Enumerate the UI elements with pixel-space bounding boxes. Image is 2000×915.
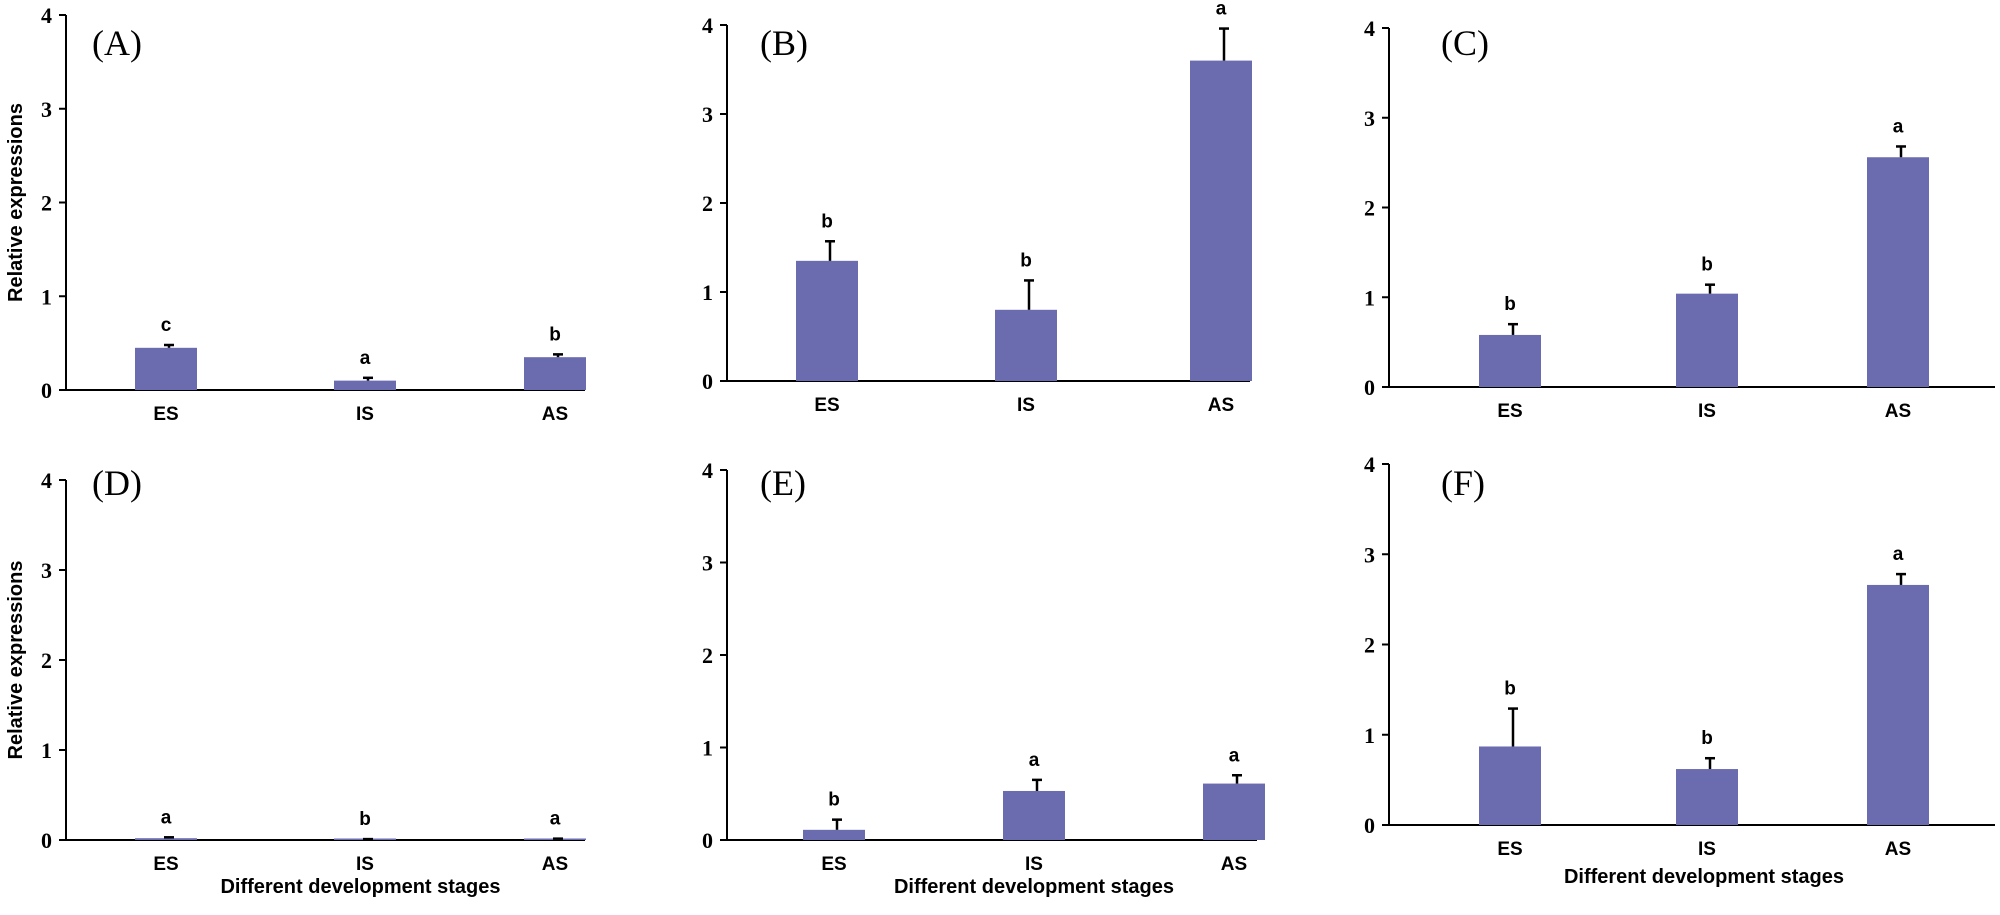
panel-c-bar-es bbox=[1479, 334, 1541, 387]
panel-d-bar-es bbox=[135, 838, 197, 840]
panel-f-y-tick-label: 3 bbox=[1364, 542, 1375, 567]
panel-b-bar-is bbox=[995, 309, 1057, 381]
panel-d-y-tick-label: 3 bbox=[41, 558, 52, 583]
panel-a-x-tick-label-es: ES bbox=[153, 404, 178, 425]
panel-b-y-tick-label: 1 bbox=[702, 280, 713, 305]
panel-e-y-tick-label: 0 bbox=[702, 828, 713, 853]
panel-b-y-tick-label: 2 bbox=[702, 191, 713, 216]
panel-b-x-tick-label-is: IS bbox=[1017, 395, 1035, 416]
panel-b-significance-es: b bbox=[821, 211, 833, 232]
panel-a-x-tick-label-is: IS bbox=[356, 404, 374, 425]
panel-d-significance-es: a bbox=[161, 807, 172, 828]
panel-e-title: (E) bbox=[760, 463, 806, 503]
panel-d-significance-as: a bbox=[550, 809, 561, 830]
panel-e-x-tick-label-as: AS bbox=[1221, 854, 1247, 875]
panel-b-y-tick-label: 3 bbox=[702, 102, 713, 127]
panel-d-significance-is: b bbox=[359, 809, 371, 830]
panel-a-x-tick-label-as: AS bbox=[542, 404, 568, 425]
panel-c-x-tick-label-is: IS bbox=[1698, 401, 1716, 422]
panel-e-significance-is: a bbox=[1029, 750, 1040, 771]
panel-c-bar-as bbox=[1867, 157, 1929, 387]
panel-e-y-tick-label: 4 bbox=[702, 458, 713, 483]
panel-c-y-tick-label: 2 bbox=[1364, 196, 1375, 221]
panel-a-y-tick-label: 0 bbox=[41, 378, 52, 403]
panel-a-y-tick-label: 1 bbox=[41, 284, 52, 309]
panel-d-y-tick-label: 2 bbox=[41, 648, 52, 673]
panel-a-bar-is bbox=[334, 380, 396, 390]
panel-e-y-tick-label: 3 bbox=[702, 551, 713, 576]
panel-e-significance-es: b bbox=[828, 790, 840, 811]
panel-f-bar-is bbox=[1676, 769, 1738, 825]
panel-c-significance-as: a bbox=[1893, 116, 1904, 137]
panel-f-y-tick-label: 4 bbox=[1364, 452, 1375, 477]
panel-c-bar-is bbox=[1676, 293, 1738, 387]
panel-a-y-axis-title: Relative expressions bbox=[5, 103, 27, 302]
panel-c-y-tick-label: 3 bbox=[1364, 106, 1375, 131]
panel-d-x-tick-label-es: ES bbox=[153, 854, 178, 875]
panel-b-bar-es bbox=[796, 260, 858, 381]
panel-d-title: (D) bbox=[92, 463, 142, 503]
panel-d-x-axis-title: Different development stages bbox=[220, 876, 500, 898]
panel-b-y-tick-label: 0 bbox=[702, 369, 713, 394]
panel-f-title: (F) bbox=[1441, 463, 1485, 503]
panel-a-y-tick-label: 2 bbox=[41, 191, 52, 216]
panel-a-y-tick-label: 4 bbox=[41, 3, 52, 28]
panel-d-x-tick-label-as: AS bbox=[542, 854, 568, 875]
panel-c-title: (C) bbox=[1441, 23, 1489, 63]
panel-f-y-tick-label: 0 bbox=[1364, 813, 1375, 838]
panel-f-x-tick-label-es: ES bbox=[1497, 839, 1522, 860]
panel-b-significance-as: a bbox=[1216, 0, 1227, 20]
panel-c-significance-es: b bbox=[1504, 294, 1516, 315]
panel-d-y-tick-label: 1 bbox=[41, 738, 52, 763]
panel-c-y-tick-label: 0 bbox=[1364, 375, 1375, 400]
panel-a-title: (A) bbox=[92, 23, 142, 63]
panel-f-significance-is: b bbox=[1701, 728, 1713, 749]
panel-f-x-tick-label-is: IS bbox=[1698, 839, 1716, 860]
panel-e-y-tick-label: 1 bbox=[702, 736, 713, 761]
panel-a-significance-as: b bbox=[549, 324, 561, 345]
panel-f-x-axis-title: Different development stages bbox=[1564, 866, 1844, 888]
panel-b-bar-as bbox=[1190, 60, 1252, 381]
panel-a-bar-as bbox=[524, 357, 586, 390]
panel-d-y-axis-title: Relative expressions bbox=[5, 561, 27, 760]
panel-c-x-tick-label-es: ES bbox=[1497, 401, 1522, 422]
panel-e-bar-es bbox=[803, 829, 865, 840]
panel-c-x-tick-label-as: AS bbox=[1885, 401, 1911, 422]
panel-f-x-tick-label-as: AS bbox=[1885, 839, 1911, 860]
panel-c-y-tick-label: 1 bbox=[1364, 285, 1375, 310]
panel-e-bar-is bbox=[1003, 790, 1065, 840]
panel-b-y-tick-label: 4 bbox=[702, 13, 713, 38]
panel-c-y-tick-label: 4 bbox=[1364, 16, 1375, 41]
panel-e-y-tick-label: 2 bbox=[702, 643, 713, 668]
panel-d-y-tick-label: 4 bbox=[41, 468, 52, 493]
panel-c-significance-is: b bbox=[1701, 255, 1713, 276]
panel-f-significance-as: a bbox=[1893, 544, 1904, 565]
panel-a-significance-is: a bbox=[360, 348, 371, 369]
panel-f-y-tick-label: 1 bbox=[1364, 723, 1375, 748]
panel-b-x-tick-label-as: AS bbox=[1208, 395, 1234, 416]
panel-e-significance-as: a bbox=[1229, 745, 1240, 766]
panel-d-y-tick-label: 0 bbox=[41, 828, 52, 853]
panel-b-significance-is: b bbox=[1020, 250, 1032, 271]
panel-e-x-axis-title: Different development stages bbox=[894, 876, 1174, 898]
panel-f-significance-es: b bbox=[1504, 679, 1516, 700]
panel-f-bar-es bbox=[1479, 746, 1541, 825]
panel-e-bar-as bbox=[1203, 783, 1265, 840]
panel-b-x-tick-label-es: ES bbox=[814, 395, 839, 416]
panel-a-bar-es bbox=[135, 347, 197, 390]
panel-a-significance-es: c bbox=[161, 315, 172, 336]
panel-e-x-tick-label-es: ES bbox=[821, 854, 846, 875]
panel-e-x-tick-label-is: IS bbox=[1025, 854, 1043, 875]
panel-f-y-tick-label: 2 bbox=[1364, 633, 1375, 658]
panel-f-bar-as bbox=[1867, 584, 1929, 825]
panel-b-title: (B) bbox=[760, 23, 808, 63]
panel-d-x-tick-label-is: IS bbox=[356, 854, 374, 875]
panel-a-y-tick-label: 3 bbox=[41, 97, 52, 122]
